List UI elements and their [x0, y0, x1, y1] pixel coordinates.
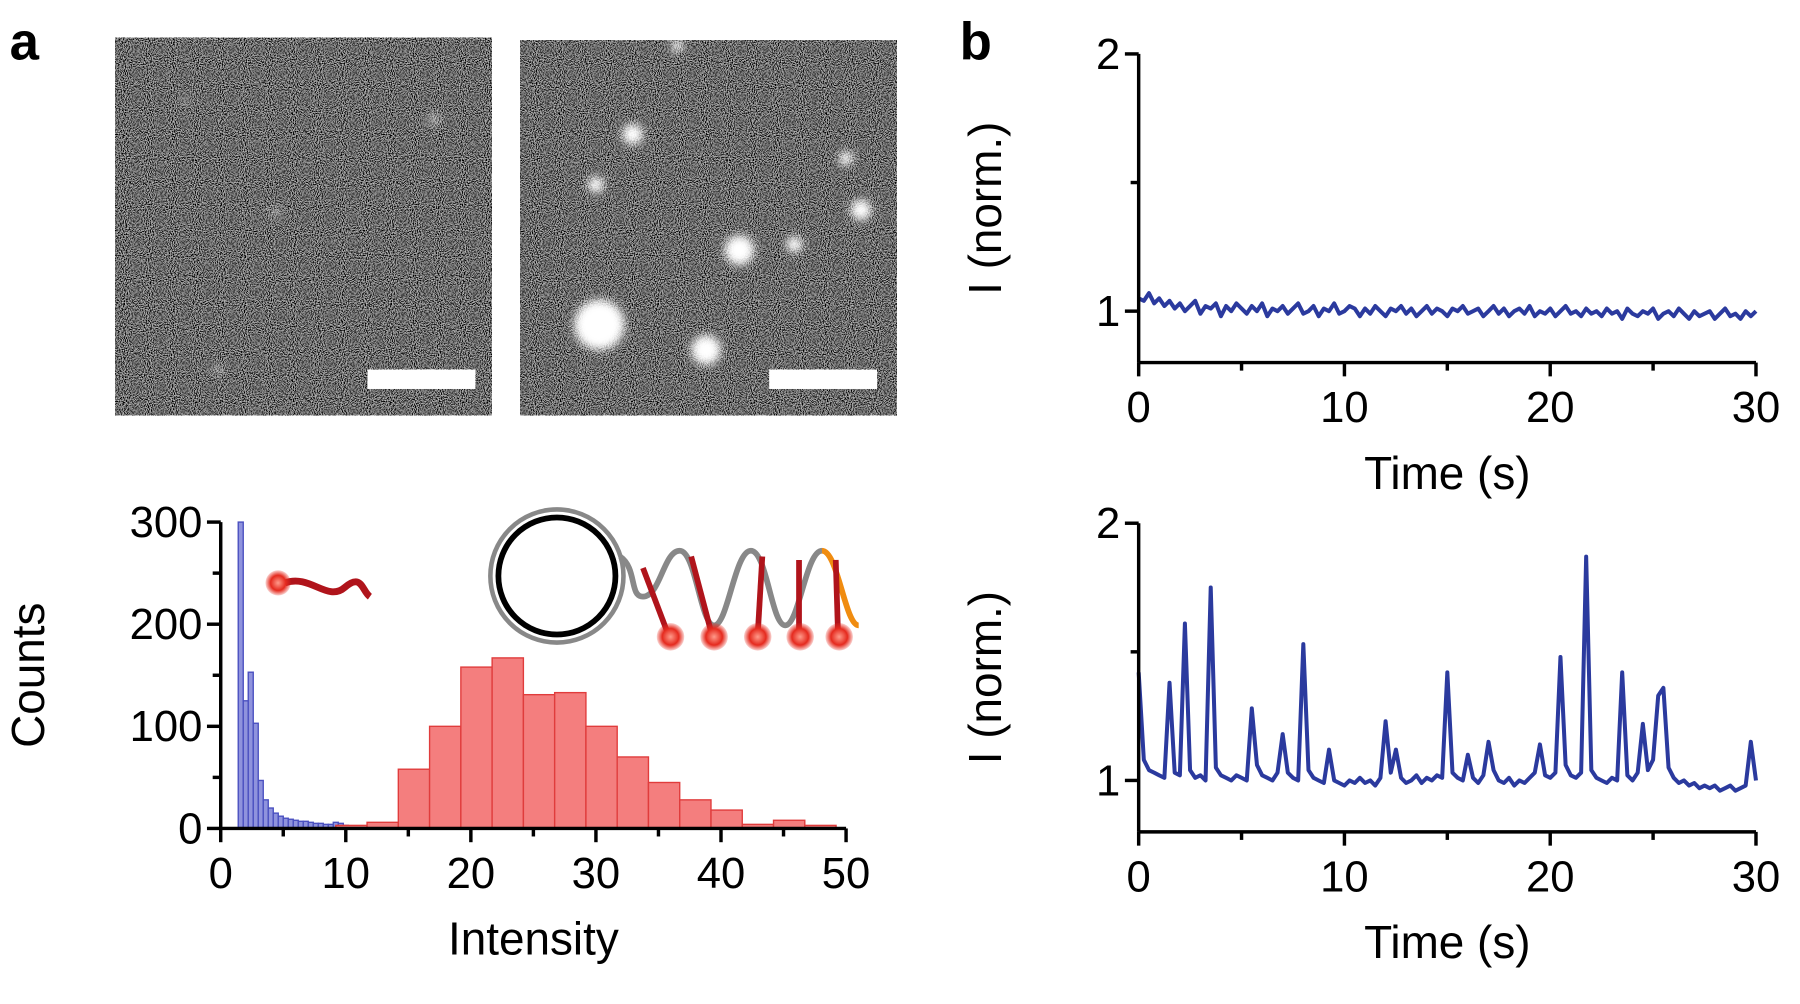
trace: [1137, 291, 1758, 321]
y-tick-label: 0: [178, 805, 202, 853]
histogram-bar: [710, 809, 743, 830]
x-tick-label: 50: [822, 850, 871, 898]
y-tick-label: 1: [1096, 288, 1120, 336]
x-tick-label: 10: [1320, 384, 1369, 432]
histogram-bar: [647, 781, 681, 830]
x-tick-label: 20: [447, 850, 496, 898]
x-tick-label: 10: [1320, 854, 1369, 902]
x-axis-title: Time (s): [1364, 447, 1530, 499]
x-axis-title: Intensity: [448, 913, 619, 965]
histogram-bar: [616, 756, 650, 830]
x-tick-label: 30: [1732, 854, 1781, 902]
x-tick-label: 0: [1127, 384, 1151, 432]
histogram-bar: [522, 693, 556, 830]
histogram-bar: [553, 691, 587, 830]
histogram-bar: [428, 725, 462, 830]
y-axis-title: I (norm.): [959, 591, 1011, 764]
x-tick-label: 10: [322, 850, 371, 898]
micrograph: [520, 40, 897, 416]
histogram-bar: [242, 700, 249, 830]
histogram-bar: [247, 671, 254, 830]
y-tick-label: 200: [130, 601, 203, 649]
x-tick-label: 0: [209, 850, 233, 898]
histogram-bar: [277, 815, 284, 830]
histogram-bar: [252, 722, 259, 830]
histogram-bar: [272, 812, 279, 830]
y-tick-label: 100: [130, 703, 203, 751]
histogram-bar: [679, 799, 712, 830]
histogram-bar: [460, 666, 493, 830]
y-axis-title: Counts: [2, 603, 54, 748]
ssdna-cartoon: [265, 570, 373, 600]
x-tick-label: 40: [697, 850, 746, 898]
y-tick-label: 2: [1096, 500, 1120, 548]
histogram-bar: [257, 779, 264, 830]
histogram-bar: [237, 521, 244, 830]
y-tick-label: 1: [1096, 757, 1120, 805]
y-tick-label: 2: [1096, 31, 1120, 79]
trace: [1136, 554, 1758, 793]
histogram-bar: [491, 657, 525, 830]
panel-label: a: [10, 13, 40, 72]
histogram-bar: [397, 768, 431, 830]
panel-label: b: [960, 13, 992, 72]
x-tick-label: 20: [1526, 854, 1575, 902]
histogram-bar: [585, 725, 618, 830]
x-tick-label: 30: [1732, 384, 1781, 432]
x-tick-label: 20: [1526, 384, 1575, 432]
y-axis-title: I (norm.): [959, 122, 1011, 295]
histogram-bar: [267, 807, 274, 830]
histogram-bar: [262, 799, 269, 830]
rca-cartoon: [488, 507, 860, 651]
x-tick-label: 0: [1127, 854, 1151, 902]
micrograph: [115, 37, 492, 416]
x-tick-label: 30: [572, 850, 620, 898]
x-axis-title: Time (s): [1364, 916, 1530, 968]
y-tick-label: 300: [130, 499, 203, 547]
